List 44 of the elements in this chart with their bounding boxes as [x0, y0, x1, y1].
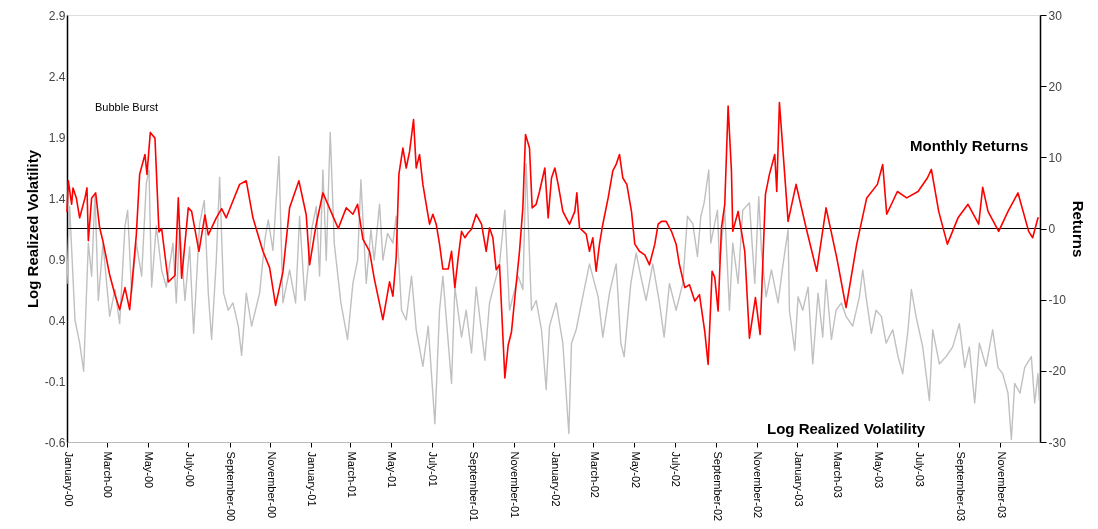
x-tick-label: November-02	[752, 451, 765, 519]
x-tick-label: July-02	[670, 451, 683, 487]
x-tick-label: November-00	[265, 451, 278, 519]
y-tick-label: -0.6	[44, 435, 66, 450]
x-tick-label: March-00	[102, 451, 115, 498]
x-tick-label: May-01	[386, 451, 399, 489]
y2-tick-label: 10	[1048, 150, 1063, 165]
x-tick-label: September-01	[468, 451, 481, 522]
x-tick-label: September-02	[711, 451, 724, 522]
y-tick-label: 2.4	[48, 69, 66, 84]
x-tick-label: July-01	[427, 451, 440, 487]
series-label: Log Realized Volatility	[767, 420, 926, 437]
y-axis-title: Log Realized Volatility	[23, 149, 41, 309]
y2-tick-label: 30	[1048, 8, 1063, 23]
y2-tick-label: 0	[1048, 222, 1056, 236]
x-tick-label: May-00	[143, 451, 156, 489]
x-tick-label: May-02	[629, 451, 642, 489]
y-tick-label: -0.1	[44, 374, 66, 389]
x-tick-label: January-00	[62, 451, 75, 507]
y2-tick-label: -10	[1048, 293, 1067, 308]
y2-axis-title: Returns	[1069, 200, 1087, 258]
x-tick-label: March-01	[345, 451, 358, 498]
y-tick-label: 2.9	[48, 8, 66, 23]
x-tick-label: September-03	[954, 451, 967, 522]
x-tick-label: January-02	[549, 451, 562, 507]
x-tick-label: November-03	[995, 451, 1008, 519]
x-tick-label: March-02	[588, 451, 601, 498]
x-tick-label: September-00	[225, 451, 238, 522]
y-tick-label: 1.4	[48, 191, 66, 206]
x-tick-label: January-03	[792, 451, 805, 507]
x-tick-label: May-03	[872, 451, 885, 489]
y-tick-label: 0.4	[48, 313, 66, 328]
x-tick-label: March-03	[832, 451, 845, 498]
annotation: Bubble Burst	[95, 101, 158, 113]
y-tick-label: 0.9	[48, 252, 66, 267]
x-tick-label: November-01	[509, 451, 522, 519]
x-tick-label: July-03	[913, 451, 926, 487]
series-label: Monthly Returns	[910, 137, 1029, 154]
x-tick-label: July-00	[183, 451, 196, 487]
y2-tick-label: -30	[1048, 435, 1067, 450]
y2-tick-label: 20	[1048, 79, 1063, 94]
x-tick-label: January-01	[306, 451, 319, 507]
y2-tick-label: -20	[1048, 364, 1067, 379]
y-tick-label: 1.9	[48, 130, 66, 145]
